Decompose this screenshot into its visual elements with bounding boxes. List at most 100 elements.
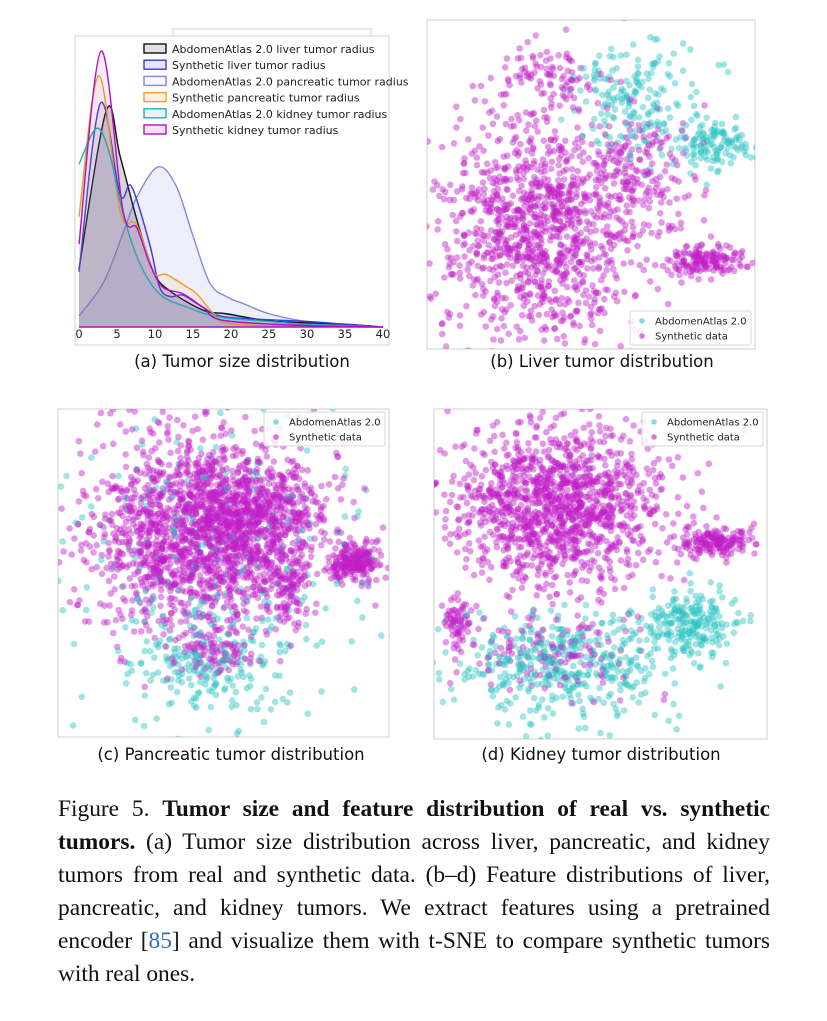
point-synthetic — [523, 254, 531, 261]
point-abdomenatlas — [664, 70, 672, 78]
point-synthetic — [410, 229, 417, 236]
point-synthetic — [153, 537, 160, 545]
point-abdomenatlas — [197, 445, 204, 452]
point-synthetic — [568, 165, 576, 173]
point-synthetic — [567, 258, 575, 266]
point-abdomenatlas — [718, 158, 726, 166]
point-synthetic — [284, 456, 291, 464]
point-synthetic — [312, 609, 319, 616]
point-synthetic — [204, 562, 211, 570]
point-synthetic — [554, 177, 562, 184]
point-synthetic — [493, 244, 501, 252]
point-synthetic — [160, 558, 168, 566]
point-synthetic — [439, 320, 446, 327]
point-synthetic — [525, 254, 532, 261]
point-synthetic — [216, 515, 223, 523]
point-abdomenatlas — [634, 63, 642, 70]
point-abdomenatlas — [724, 139, 731, 146]
point-synthetic — [491, 248, 499, 255]
point-synthetic — [548, 158, 556, 166]
point-synthetic — [348, 560, 356, 568]
point-abdomenatlas — [627, 155, 634, 163]
point-synthetic — [276, 617, 284, 624]
point-synthetic — [244, 531, 252, 539]
point-synthetic — [284, 497, 292, 504]
point-synthetic — [574, 231, 581, 239]
point-abdomenatlas — [284, 518, 292, 526]
point-synthetic — [258, 560, 266, 568]
point-synthetic — [466, 195, 473, 203]
point-synthetic — [206, 474, 214, 482]
point-synthetic — [513, 323, 521, 331]
point-synthetic — [149, 521, 156, 528]
point-synthetic — [166, 627, 174, 634]
point-synthetic — [576, 271, 584, 278]
point-synthetic — [494, 137, 502, 145]
point-abdomenatlas — [88, 454, 95, 461]
point-synthetic — [222, 529, 230, 536]
point-synthetic — [165, 564, 172, 572]
point-synthetic — [130, 504, 138, 512]
point-synthetic — [448, 270, 456, 278]
point-synthetic — [280, 618, 288, 625]
point-synthetic — [105, 539, 112, 547]
point-synthetic — [547, 136, 555, 143]
point-synthetic — [463, 302, 470, 310]
point-synthetic — [197, 577, 204, 584]
point-abdomenatlas — [623, 94, 631, 101]
point-synthetic — [543, 255, 551, 263]
point-abdomenatlas — [634, 69, 641, 77]
point-synthetic — [478, 232, 486, 239]
point-synthetic — [542, 265, 549, 273]
point-synthetic — [557, 317, 565, 325]
point-synthetic — [569, 211, 576, 219]
point-synthetic — [222, 478, 229, 486]
point-synthetic — [629, 233, 637, 240]
point-synthetic — [575, 215, 582, 223]
point-synthetic — [666, 150, 674, 158]
point-synthetic — [341, 554, 349, 561]
point-synthetic — [129, 516, 137, 524]
point-synthetic — [427, 223, 430, 230]
point-synthetic — [507, 234, 515, 241]
point-synthetic — [450, 196, 458, 204]
point-synthetic — [588, 121, 596, 129]
point-synthetic — [163, 533, 170, 541]
point-synthetic — [522, 268, 529, 276]
point-synthetic — [122, 531, 129, 539]
point-synthetic — [208, 602, 216, 609]
point-synthetic — [263, 606, 271, 613]
point-synthetic — [499, 195, 506, 202]
point-abdomenatlas — [140, 722, 148, 730]
point-synthetic — [351, 514, 358, 522]
point-synthetic — [496, 207, 503, 214]
point-synthetic — [181, 546, 188, 554]
point-abdomenatlas — [150, 595, 158, 603]
point-synthetic — [294, 462, 301, 470]
point-synthetic — [713, 263, 720, 271]
point-synthetic — [593, 190, 600, 197]
point-synthetic — [249, 591, 257, 599]
point-synthetic — [696, 246, 703, 254]
point-synthetic — [557, 241, 565, 249]
points-layer — [58, 409, 389, 737]
point-synthetic — [508, 246, 516, 253]
point-synthetic — [630, 230, 637, 237]
point-synthetic — [220, 538, 228, 546]
point-synthetic — [524, 235, 531, 242]
point-synthetic — [122, 463, 130, 471]
point-abdomenatlas — [679, 67, 687, 74]
point-synthetic — [459, 169, 467, 177]
point-synthetic — [354, 555, 361, 563]
point-synthetic — [517, 275, 525, 282]
point-synthetic — [671, 225, 679, 233]
point-synthetic — [534, 222, 541, 229]
point-synthetic — [268, 559, 276, 566]
point-synthetic — [227, 504, 234, 512]
point-abdomenatlas — [262, 685, 270, 693]
point-synthetic — [645, 169, 652, 177]
point-synthetic — [595, 148, 602, 155]
point-synthetic — [246, 522, 253, 530]
point-synthetic — [574, 245, 581, 252]
point-synthetic — [213, 498, 220, 505]
